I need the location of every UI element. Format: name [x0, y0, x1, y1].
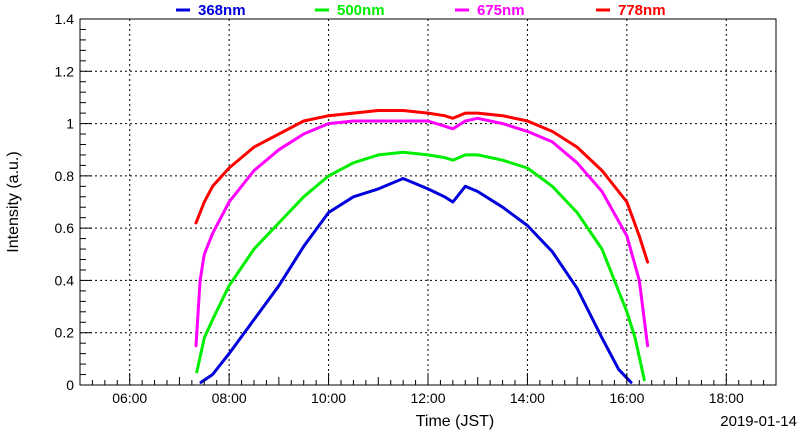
date-label: 2019-01-14: [720, 413, 797, 430]
x-tick-label: 12:00: [410, 390, 445, 406]
grid: [80, 19, 776, 385]
legend: 368nm 500nm 675nm 778nm: [176, 2, 666, 19]
y-axis-title: Intensity (a.u.): [5, 151, 22, 252]
y-tick-label: 0.6: [55, 220, 75, 236]
x-tick-label: 18:00: [709, 390, 744, 406]
legend-entry: 778nm: [618, 2, 666, 19]
y-tick-label: 1.4: [55, 11, 75, 27]
x-tick-label: 06:00: [112, 390, 147, 406]
x-tick-label: 08:00: [212, 390, 247, 406]
y-tick-label: 0.8: [55, 168, 75, 184]
axis-ticks: [79, 18, 777, 386]
series-layer: [194, 109, 650, 384]
series-line-778nm: [194, 109, 650, 264]
legend-entry: 675nm: [477, 2, 525, 19]
series-line-368nm: [199, 177, 633, 384]
legend-entry: 500nm: [337, 2, 385, 19]
series-line-675nm: [194, 116, 650, 348]
y-tick-label: 1.2: [55, 63, 75, 79]
y-tick-label: 0: [66, 377, 74, 393]
series-line-500nm: [195, 150, 646, 382]
y-tick-label: 0.4: [55, 272, 75, 288]
y-tick-label: 0.2: [55, 325, 75, 341]
x-tick-label: 16:00: [609, 390, 644, 406]
x-tick-label: 10:00: [311, 390, 346, 406]
x-tick-label: 14:00: [510, 390, 545, 406]
x-axis-title: Time (JST): [416, 413, 495, 430]
y-tick-label: 1: [66, 116, 74, 132]
legend-entry: 368nm: [198, 2, 246, 19]
tick-labels: 06:00 08:00 10:00 12:00 14:00 16:00 18:00 0 0.2 0…: [55, 11, 744, 406]
